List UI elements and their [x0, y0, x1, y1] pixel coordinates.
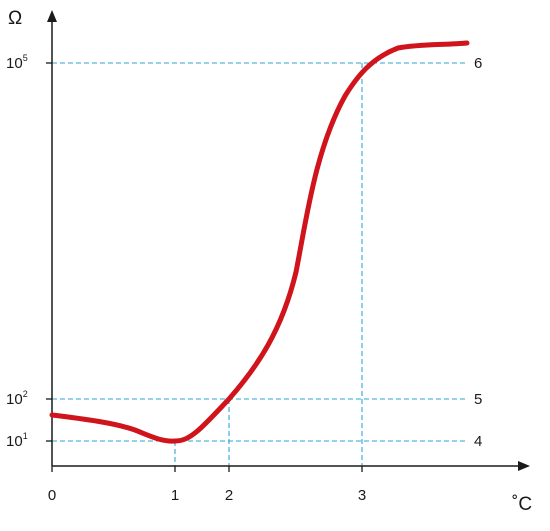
y-tick-exponent-5: 5 — [23, 53, 28, 63]
x-tick-label-3: 3 — [358, 487, 366, 504]
reference-label-4: 4 — [474, 433, 482, 450]
y-tick-exponent-2: 2 — [23, 389, 28, 399]
y-axis-arrow — [47, 10, 57, 22]
y-tick-exponent-1: 1 — [23, 431, 28, 441]
x-tick-label-1: 1 — [171, 487, 179, 504]
y-tick-label-5: 105 — [6, 53, 28, 72]
x-tick-label-0: 0 — [48, 487, 56, 504]
resistance-curve — [49, 40, 470, 444]
x-axis-arrow — [518, 461, 530, 471]
axes — [47, 10, 530, 471]
x-axis-label: ˚C — [512, 494, 532, 515]
reference-label-6: 6 — [474, 55, 482, 72]
y-tick-label-2: 102 — [6, 389, 28, 408]
labels: Ω ˚C 4 5 6 0 1 2 3 101 102 105 — [6, 8, 532, 515]
y-tick-label-1: 101 — [6, 431, 28, 450]
reference-label-5: 5 — [474, 391, 482, 408]
guide-lines — [52, 62, 468, 466]
x-tick-label-2: 2 — [225, 487, 233, 504]
y-axis-label: Ω — [8, 8, 22, 29]
